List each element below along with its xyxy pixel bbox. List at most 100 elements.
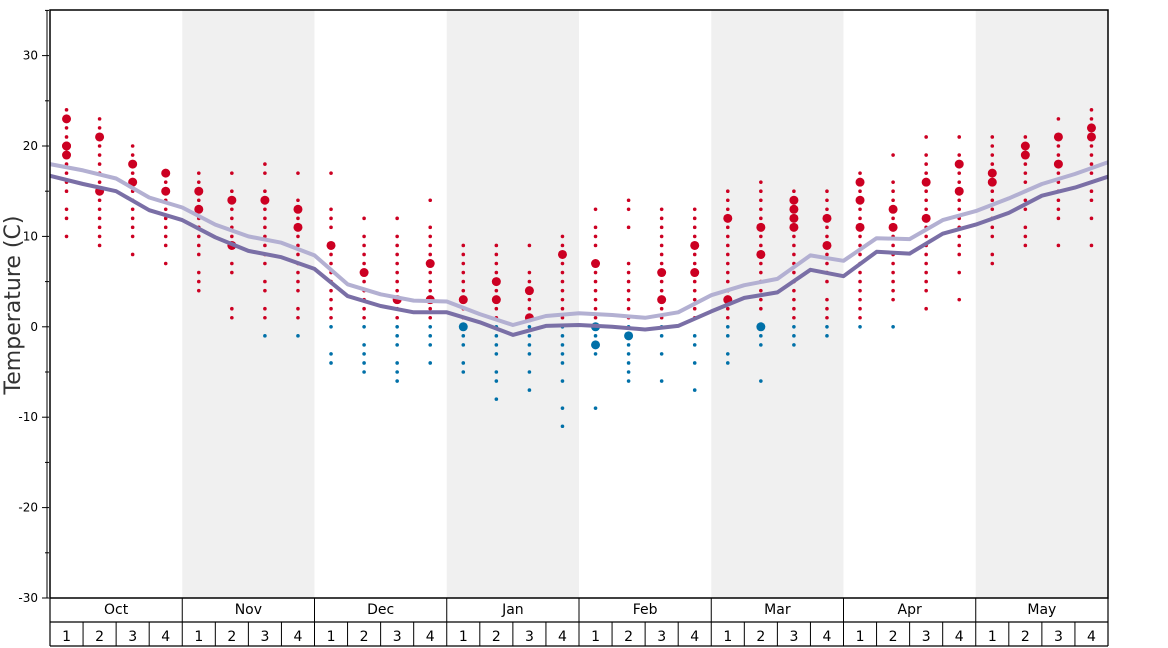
observation-dot (957, 198, 962, 203)
observation-dot-large (855, 177, 865, 187)
observation-dot (692, 343, 697, 347)
observation-dot (626, 288, 631, 293)
observation-dot (64, 234, 69, 239)
observation-dot-large (62, 150, 72, 160)
observation-dot (97, 180, 102, 184)
observation-dot (891, 153, 895, 157)
week-label: 4 (1087, 629, 1096, 645)
observation-dot (825, 334, 829, 338)
y-axis: 30 20 10 0 -10 -20 -30 (18, 9, 49, 605)
observation-dot (924, 153, 928, 157)
observation-dot (461, 361, 466, 365)
observation-dot-large (690, 268, 700, 278)
week-label: 1 (62, 629, 71, 645)
observation-dot (527, 325, 532, 329)
observation-dot (560, 343, 565, 347)
observation-dot (560, 361, 565, 365)
month-label: May (1027, 602, 1056, 618)
week-label: 3 (525, 629, 534, 645)
observation-dot (957, 243, 962, 248)
observation-dot (329, 315, 333, 320)
observation-dot (858, 288, 862, 293)
observation-dot (64, 126, 69, 130)
observation-dot (130, 234, 135, 239)
observation-dot-large (359, 268, 369, 278)
observation-dot (891, 261, 895, 266)
observation-dot (792, 189, 796, 193)
observation-dot (990, 225, 995, 230)
observation-dot (329, 252, 333, 257)
observation-dot (461, 252, 466, 257)
observation-dot (692, 297, 697, 302)
observation-dot-large (624, 331, 634, 341)
observation-dot (593, 243, 598, 248)
observation-dot (593, 406, 598, 410)
observation-dot (428, 198, 433, 203)
month-band (182, 10, 315, 598)
observation-dot (924, 207, 928, 212)
observation-dot (362, 343, 366, 347)
observation-dot (626, 352, 631, 356)
week-label: 1 (194, 629, 203, 645)
observation-dot (263, 225, 267, 230)
observation-dot (296, 243, 300, 248)
observation-dot (725, 334, 730, 338)
observation-dot (725, 325, 730, 329)
observation-dot (263, 207, 267, 212)
observation-dot (924, 261, 928, 266)
observation-dot (858, 297, 862, 302)
observation-dot (825, 306, 829, 311)
observation-dot (263, 279, 267, 284)
observation-dot-large (789, 213, 799, 223)
observation-dot (64, 216, 69, 221)
observation-dot (957, 135, 962, 139)
observation-dot (560, 352, 565, 356)
y-tick-label: 10 (23, 229, 38, 243)
observation-dot (891, 243, 895, 248)
observation-dot (560, 424, 565, 429)
observation-dot (64, 108, 69, 112)
observation-dot (560, 279, 565, 284)
observation-dot (362, 279, 366, 284)
observation-dot-large (657, 295, 667, 305)
observation-dot (692, 216, 697, 221)
observation-dot (759, 261, 763, 266)
observation-dot (395, 252, 399, 257)
month-label: Apr (898, 602, 922, 618)
observation-dot (362, 325, 366, 329)
observation-dot (527, 334, 532, 338)
observation-dot (792, 325, 796, 329)
week-label: 4 (955, 629, 964, 645)
observation-dot-large (822, 240, 832, 250)
observation-dot (626, 343, 631, 347)
observation-dot (461, 243, 466, 248)
observation-dot (428, 315, 433, 320)
observation-dot (593, 207, 598, 212)
observation-dot (593, 334, 598, 338)
observation-dot (924, 198, 928, 203)
observation-dot (725, 234, 730, 239)
observation-dot (990, 234, 995, 239)
observation-dot (64, 171, 69, 175)
observation-dot (97, 144, 102, 148)
observation-dot (891, 297, 895, 302)
observation-dot (1023, 135, 1028, 139)
observation-dot (626, 279, 631, 284)
observation-dot (494, 343, 499, 347)
observation-dot (659, 288, 664, 293)
observation-dot (163, 243, 168, 248)
observation-dot (725, 261, 730, 266)
week-label: 4 (426, 629, 435, 645)
observation-dot (891, 325, 895, 329)
observation-dot (527, 279, 532, 284)
observation-dot (759, 189, 763, 193)
observation-dot (395, 261, 399, 266)
observation-dot (560, 243, 565, 248)
observation-dot (1089, 153, 1094, 157)
observation-dot (527, 243, 532, 248)
observation-dot (1023, 207, 1028, 212)
observation-dot (990, 144, 995, 148)
observation-dot (560, 406, 565, 410)
observation-dot (659, 216, 664, 221)
observation-dot (957, 180, 962, 184)
